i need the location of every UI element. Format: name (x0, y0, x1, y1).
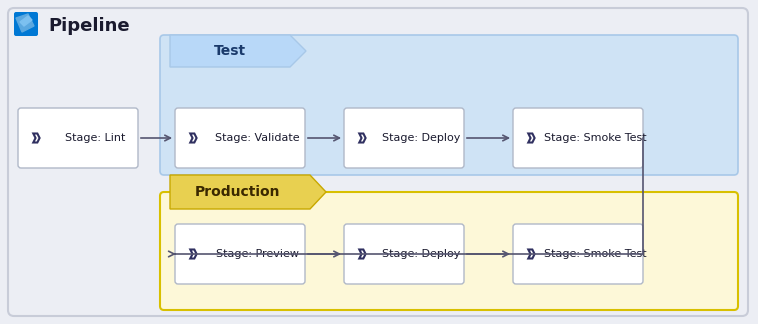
Text: Production: Production (196, 185, 280, 199)
Text: Stage: Deploy: Stage: Deploy (382, 249, 460, 259)
Text: Stage: Preview: Stage: Preview (215, 249, 299, 259)
FancyBboxPatch shape (160, 192, 738, 310)
Text: Stage: Deploy: Stage: Deploy (382, 133, 460, 143)
FancyBboxPatch shape (14, 12, 38, 36)
FancyBboxPatch shape (175, 108, 305, 168)
FancyBboxPatch shape (8, 8, 748, 316)
Text: Stage: Validate: Stage: Validate (215, 133, 299, 143)
Text: Pipeline: Pipeline (48, 17, 130, 35)
FancyBboxPatch shape (344, 224, 464, 284)
Polygon shape (170, 175, 326, 209)
FancyBboxPatch shape (344, 108, 464, 168)
FancyBboxPatch shape (513, 108, 643, 168)
Polygon shape (170, 35, 306, 67)
Text: Stage: Smoke Test: Stage: Smoke Test (543, 249, 647, 259)
Text: Stage: Lint: Stage: Lint (65, 133, 125, 143)
Polygon shape (20, 16, 32, 26)
FancyBboxPatch shape (160, 35, 738, 175)
FancyBboxPatch shape (175, 224, 305, 284)
FancyBboxPatch shape (18, 108, 138, 168)
Text: Test: Test (214, 44, 246, 58)
Text: Stage: Smoke Test: Stage: Smoke Test (543, 133, 647, 143)
Polygon shape (16, 14, 34, 32)
FancyBboxPatch shape (513, 224, 643, 284)
